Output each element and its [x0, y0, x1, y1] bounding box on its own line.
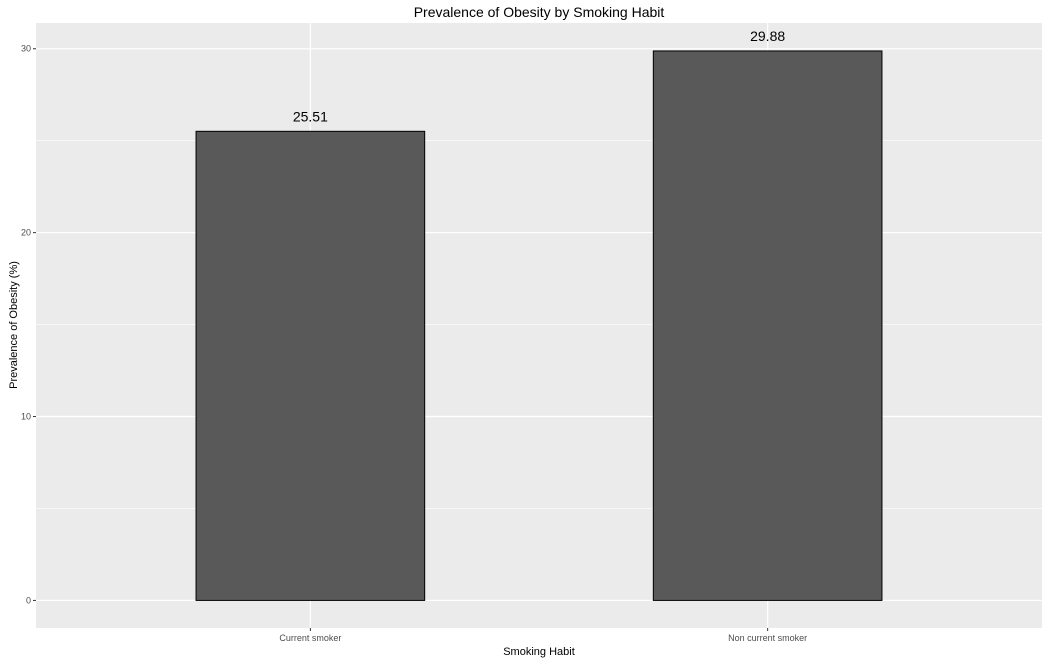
data-label: 29.88	[750, 28, 785, 44]
x-axis-title: Smoking Habit	[503, 646, 575, 658]
x-tick-label: Non current smoker	[728, 633, 807, 643]
bar	[195, 130, 426, 601]
chart-title: Prevalence of Obesity by Smoking Habit	[414, 4, 665, 20]
bar	[652, 50, 883, 601]
data-label: 25.51	[293, 108, 328, 124]
y-tick-label: 0	[26, 595, 31, 605]
y-axis-title: Prevalence of Obesity (%)	[8, 261, 20, 389]
data-labels: 25.51 29.88	[293, 28, 786, 124]
bars	[195, 50, 883, 601]
y-axis: 0 10 20 30	[21, 44, 36, 605]
panel-background	[36, 23, 1042, 628]
y-tick-label: 10	[21, 412, 31, 422]
x-tick-label: Current smoker	[279, 633, 341, 643]
y-tick-label: 20	[21, 228, 31, 238]
y-tick-label: 30	[21, 44, 31, 54]
x-axis: Current smoker Non current smoker	[279, 628, 807, 643]
